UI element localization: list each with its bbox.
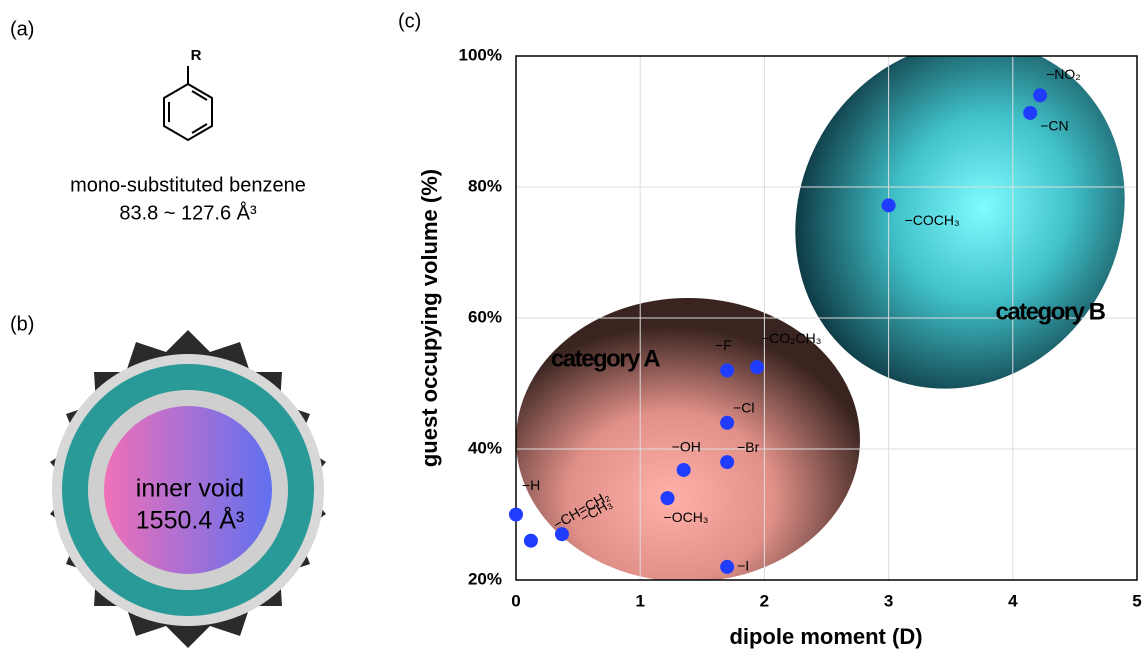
point-label: −H — [522, 477, 540, 493]
point-label: −I — [737, 558, 749, 574]
point — [555, 527, 569, 541]
void-label: inner void — [136, 475, 244, 503]
x-tick-label: 0 — [511, 591, 520, 610]
point-label: −OH — [672, 439, 701, 455]
volume-range: 83.8 ~ 127.6 Å³ — [119, 201, 257, 224]
panel-label: (c) — [398, 10, 421, 32]
point — [1033, 88, 1047, 102]
y-tick-label: 40% — [468, 438, 502, 457]
x-axis-title: dipole moment (D) — [729, 624, 922, 649]
category-regions — [516, 0, 1148, 582]
y-tick-label: 100% — [459, 45, 502, 64]
point-label: −OCH₃ — [664, 509, 709, 525]
caption: mono-substituted benzene — [70, 174, 306, 196]
point — [720, 455, 734, 469]
point-label: −Br — [737, 439, 760, 455]
x-tick-label: 4 — [1008, 591, 1018, 610]
point — [661, 491, 675, 505]
annotation: category B — [995, 298, 1105, 325]
point-label: −CN — [1040, 118, 1068, 134]
panel-label: (b) — [10, 313, 34, 335]
point-label: −NO₂ — [1046, 66, 1081, 82]
x-tick-label: 1 — [635, 591, 644, 610]
annotation: category A — [551, 345, 660, 372]
y-tick-label: 60% — [468, 307, 502, 326]
figure: (a) R mono-substituted benzene 83.8 ~ 12… — [0, 0, 1148, 653]
x-tick-label: 5 — [1132, 591, 1141, 610]
point — [750, 360, 764, 374]
panel-label: (a) — [10, 18, 34, 40]
point — [720, 560, 734, 574]
point — [720, 363, 734, 377]
x-tick-label: 2 — [760, 591, 769, 610]
point — [882, 198, 896, 212]
y-axis-title: guest occupying volume (%) — [417, 169, 442, 467]
void-volume: 1550.4 Å³ — [136, 505, 244, 535]
point — [509, 508, 523, 522]
x-tick-label: 3 — [884, 591, 893, 610]
point — [524, 534, 538, 548]
benzene-ring — [164, 66, 212, 140]
point-label: −COCH₃ — [905, 212, 960, 228]
y-tick-label: 80% — [468, 176, 502, 195]
point-label: −CO₂CH₃ — [761, 330, 822, 346]
point-label: −Cl — [733, 400, 754, 416]
point-label: −F — [715, 337, 732, 353]
point — [720, 416, 734, 430]
y-tick-label: 20% — [468, 569, 502, 588]
point — [1023, 106, 1037, 120]
substituent: R — [191, 47, 202, 64]
point — [677, 463, 691, 477]
